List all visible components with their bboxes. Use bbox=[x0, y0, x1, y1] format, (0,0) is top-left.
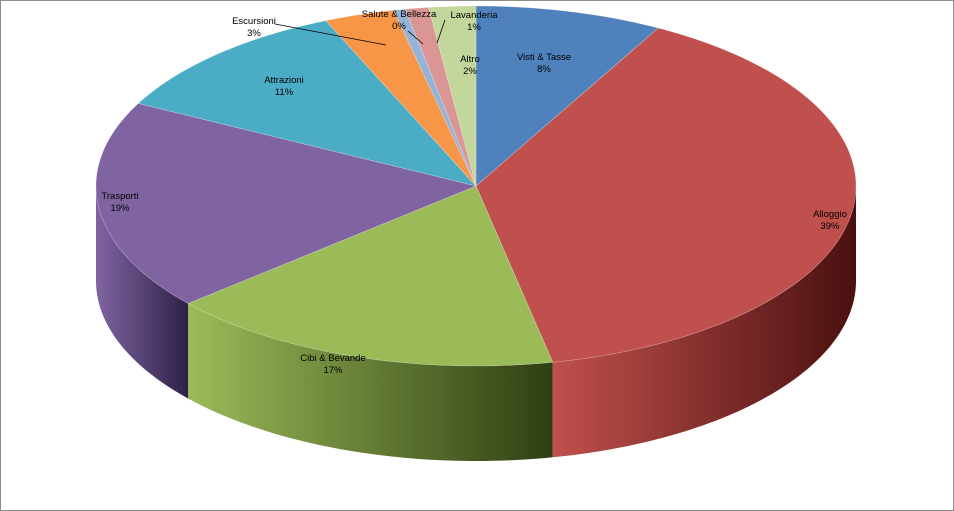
slice-side-trasporti bbox=[96, 186, 189, 399]
slice-percent-cibi-and-bevande: 17% bbox=[323, 365, 343, 376]
slice-label-lavanderia: Lavanderia bbox=[450, 10, 498, 21]
slice-percent-trasporti: 19% bbox=[110, 203, 130, 214]
slice-label-alloggio: Alloggio bbox=[813, 209, 847, 220]
slice-percent-escursioni: 3% bbox=[247, 28, 261, 39]
leader-line-escursioni bbox=[274, 23, 387, 46]
slice-altro bbox=[428, 5, 477, 187]
slice-alloggio bbox=[475, 27, 857, 363]
slice-escursioni bbox=[325, 9, 477, 187]
slice-attrazioni bbox=[137, 20, 477, 187]
slice-label-attrazioni: Attrazioni bbox=[264, 75, 304, 86]
slice-side-alloggio bbox=[552, 186, 856, 458]
slice-side-cibi-and-bevande bbox=[188, 303, 553, 461]
slice-percent-lavanderia: 1% bbox=[467, 22, 481, 33]
slice-visti-and-tasse bbox=[475, 5, 659, 187]
slice-percent-alloggio: 39% bbox=[820, 221, 840, 232]
slice-label-escursioni: Escursioni bbox=[232, 16, 276, 27]
slice-label-salute-and-bellezza: Salute & Bellezza bbox=[362, 9, 437, 20]
slice-label-altro: Altro bbox=[460, 54, 480, 65]
leader-line-salute-and-bellezza bbox=[407, 30, 424, 45]
slice-percent-attrazioni: 11% bbox=[275, 87, 294, 98]
slice-label-visti-and-tasse: Visti & Tasse bbox=[517, 52, 571, 63]
slice-label-trasporti: Trasporti bbox=[101, 191, 138, 202]
slice-percent-altro: 2% bbox=[463, 66, 477, 77]
slice-label-cibi-and-bevande: Cibi & Bevande bbox=[300, 353, 365, 364]
slice-trasporti bbox=[95, 103, 477, 304]
slice-percent-salute-and-bellezza: 0% bbox=[392, 21, 406, 32]
slice-percent-visti-and-tasse: 8% bbox=[537, 64, 551, 75]
leader-line-lavanderia bbox=[436, 19, 446, 44]
slice-cibi-and-bevande bbox=[187, 185, 554, 367]
